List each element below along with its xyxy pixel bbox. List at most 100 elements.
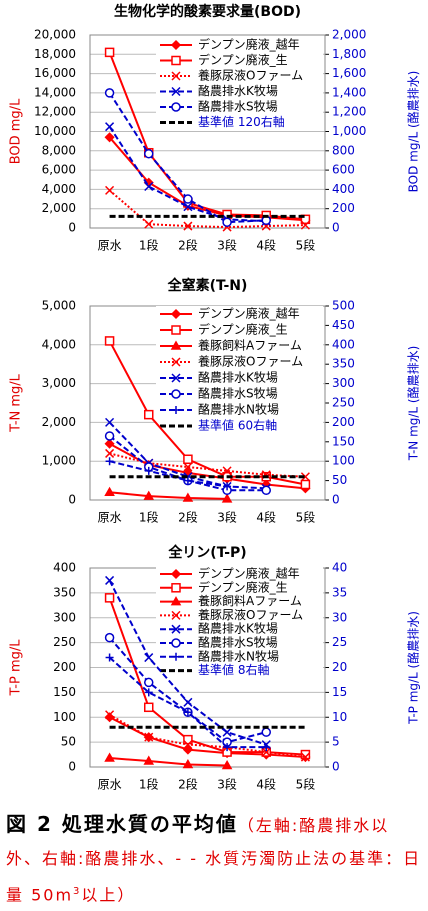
y-tick-label: 4,000 xyxy=(42,337,76,351)
y-axis-label: T-P mg/L xyxy=(9,639,24,697)
marker xyxy=(183,476,192,485)
marker xyxy=(104,88,115,98)
marker xyxy=(105,457,114,466)
marker xyxy=(221,759,233,770)
y2-tick-label: 800 xyxy=(332,143,355,157)
y2-tick-label: 30 xyxy=(332,610,347,624)
marker xyxy=(171,389,181,399)
y2-tick-label: 100 xyxy=(332,454,355,468)
charts: 生物化学的酸素要求量(BOD) 0 2,000 4,000 6,000 8,000 10,0… xyxy=(9,3,421,792)
marker xyxy=(221,493,233,503)
x-tick-label: 1段 xyxy=(139,777,159,792)
marker xyxy=(104,132,115,143)
y2-tick-label: 5 xyxy=(332,735,340,749)
y-tick-label: 20,000 xyxy=(34,28,76,42)
marker xyxy=(171,357,181,367)
legend-label: 養豚飼料Aファーム xyxy=(198,593,302,608)
legend-label: デンプン廃液_越年 xyxy=(198,566,300,581)
y-tick-label: 250 xyxy=(53,635,76,649)
marker xyxy=(183,202,193,212)
marker xyxy=(261,747,271,757)
series-line xyxy=(108,126,267,223)
marker xyxy=(170,596,182,606)
x-tick-label: 2段 xyxy=(178,238,198,253)
marker xyxy=(105,122,115,132)
legend-label: 酪農排水S牧場 xyxy=(198,386,278,401)
y2-tick-label: 400 xyxy=(332,182,355,196)
marker xyxy=(144,732,154,742)
x-tick-label: 原水 xyxy=(98,239,122,253)
marker xyxy=(171,102,181,112)
legend-label: 酪農排水K牧場 xyxy=(198,621,278,636)
y-tick-label: 4,000 xyxy=(42,182,76,196)
y2-tick-label: 1,400 xyxy=(332,85,366,99)
y2-tick-label: 50 xyxy=(332,473,347,487)
marker xyxy=(170,340,182,350)
caption-label: 図 2 処理水質の平均値 xyxy=(6,812,238,836)
chart-title: 全窒素(T-N) xyxy=(167,277,248,294)
marker xyxy=(144,409,154,420)
y2-tick-label: 250 xyxy=(332,396,355,410)
y-tick-label: 100 xyxy=(53,710,76,724)
legend-label: デンプン廃液_越年 xyxy=(198,306,300,321)
series-line xyxy=(108,92,267,224)
marker xyxy=(144,219,154,229)
y2-tick-label: 10 xyxy=(332,710,347,724)
marker xyxy=(182,492,194,502)
x-tick-label: 5段 xyxy=(296,238,316,253)
marker xyxy=(170,308,182,320)
marker xyxy=(105,653,114,662)
y-axis-label: T-N mg/L xyxy=(9,373,24,433)
y2-tick-label: 35 xyxy=(332,585,347,599)
plot-frame xyxy=(89,34,326,229)
legend-label: 養豚飼料Aファーム xyxy=(198,338,302,353)
chart-title: 全リン(T-P) xyxy=(167,544,246,561)
y2-tick-label: 150 xyxy=(332,434,355,448)
marker xyxy=(144,702,154,713)
marker xyxy=(104,486,115,496)
legend-label: 酪農排水K牧場 xyxy=(198,370,278,385)
x-tick-label: 1段 xyxy=(139,238,159,253)
marker xyxy=(171,325,181,335)
marker xyxy=(105,448,115,458)
marker xyxy=(300,479,311,490)
x-tick-label: 3段 xyxy=(217,238,237,253)
y-tick-label: 8,000 xyxy=(42,143,76,157)
x-tick-label: 4段 xyxy=(256,510,276,525)
marker xyxy=(171,583,181,593)
legend-label: デンプン廃液_生 xyxy=(198,322,288,337)
series-line xyxy=(109,452,306,478)
marker xyxy=(300,220,310,230)
marker xyxy=(183,462,193,472)
marker xyxy=(104,438,115,449)
marker xyxy=(300,214,311,225)
marker xyxy=(144,181,154,192)
legend-label: デンプン廃液_生 xyxy=(198,579,288,594)
x-tick-label: 原水 xyxy=(98,511,122,525)
marker xyxy=(223,743,232,752)
y2-tick-label: 20 xyxy=(332,660,347,674)
y2-tick-label: 25 xyxy=(332,635,347,649)
y2-tick-label: 200 xyxy=(332,415,355,429)
marker xyxy=(171,71,181,81)
marker xyxy=(104,431,115,441)
marker xyxy=(105,575,115,585)
y-tick-label: 350 xyxy=(53,585,76,599)
marker xyxy=(183,194,193,204)
legend-label: 酪農排水N牧場 xyxy=(198,402,279,417)
marker xyxy=(183,221,193,231)
marker xyxy=(143,490,155,500)
marker xyxy=(170,39,182,51)
y-tick-label: 16,000 xyxy=(34,66,76,80)
y2-tick-label: 1,800 xyxy=(332,47,366,61)
y2-tick-label: 300 xyxy=(332,376,355,390)
y-tick-label: 14,000 xyxy=(34,85,76,99)
marker xyxy=(172,652,180,661)
y2-tick-label: 0 xyxy=(332,493,340,507)
marker xyxy=(104,752,115,762)
marker xyxy=(261,485,271,496)
series-line xyxy=(109,491,228,500)
y2-tick-label: 1,200 xyxy=(332,105,366,119)
marker xyxy=(183,454,193,465)
marker xyxy=(171,624,181,634)
